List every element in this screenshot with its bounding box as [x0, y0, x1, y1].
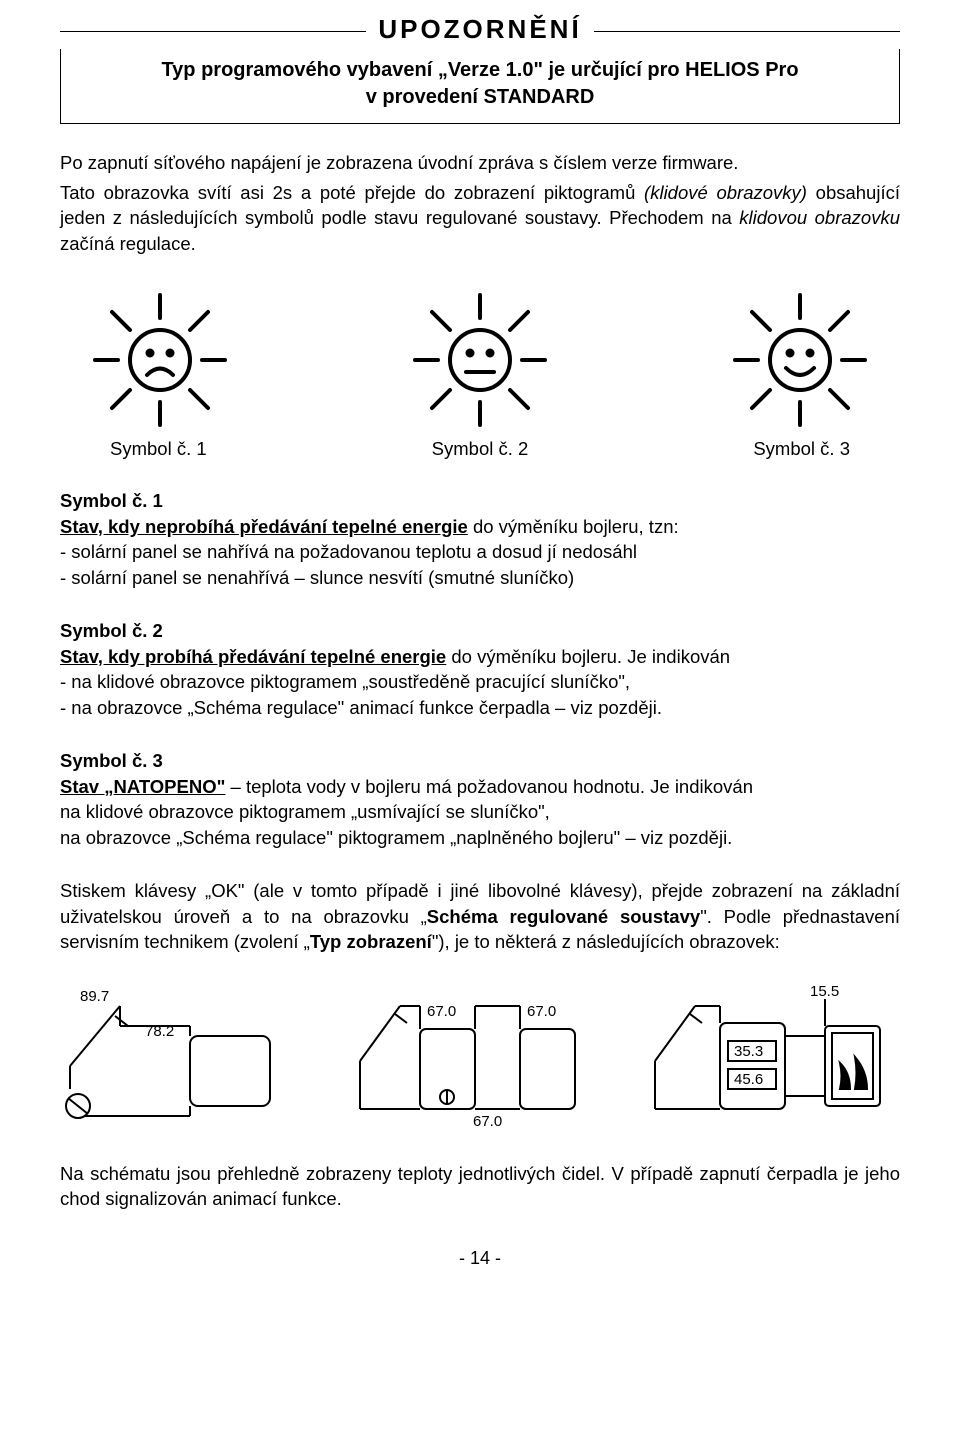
section-symbol-1: Symbol č. 1 Stav, kdy neprobíhá předáván… — [60, 488, 900, 590]
page-number: - 14 - — [60, 1248, 900, 1269]
s1-u: Stav, kdy neprobíhá předávání tepelné en… — [60, 516, 468, 537]
intro-p2c: začíná regulace. — [60, 233, 196, 254]
notice-title: UPOZORNĚNÍ — [366, 14, 593, 45]
schema-c-v3: 45.6 — [734, 1071, 763, 1088]
s3-head: Symbol č. 3 — [60, 748, 900, 774]
ok-b2: Typ zobrazení — [310, 931, 432, 952]
intro-p2a: Tato obrazovka svítí asi 2s a poté přejd… — [60, 182, 644, 203]
closing-text: Na schématu jsou přehledně zobrazeny tep… — [60, 1161, 900, 1212]
symbol-labels-row: Symbol č. 1 Symbol č. 2 Symbol č. 3 — [110, 438, 850, 460]
notice-line1: Typ programového vybavení „Verze 1.0" je… — [77, 57, 883, 84]
schema-a-v1: 89.7 — [80, 988, 109, 1005]
s2-head: Symbol č. 2 — [60, 618, 900, 644]
s2-b1: - na klidové obrazovce piktogramem „sous… — [60, 669, 900, 695]
schema-b-v1: 67.0 — [427, 1003, 456, 1020]
s3-l2: na obrazovce „Schéma regulace" piktogram… — [60, 825, 900, 851]
intro-p2-i1: (klidové obrazovky) — [644, 182, 807, 203]
notice-line2: v provedení STANDARD — [77, 84, 883, 111]
schema-b-v3: 67.0 — [473, 1113, 502, 1130]
intro-p1: Po zapnutí síťového napájení je zobrazen… — [60, 150, 900, 176]
s2-u: Stav, kdy probíhá předávání tepelné ener… — [60, 646, 446, 667]
s1-b1: - solární panel se nahřívá na požadovano… — [60, 539, 900, 565]
s1-line: Stav, kdy neprobíhá předávání tepelné en… — [60, 514, 900, 540]
sun-happy-icon — [730, 290, 870, 430]
s1-b2: - solární panel se nenahřívá – slunce ne… — [60, 565, 900, 591]
symbol-label-3: Symbol č. 3 — [753, 438, 850, 460]
s2-b2: - na obrazovce „Schéma regulace" animací… — [60, 695, 900, 721]
schema-b-icon: 67.0 67.0 67.0 — [355, 981, 605, 1131]
s2-line: Stav, kdy probíhá předávání tepelné ener… — [60, 644, 900, 670]
schema-c-icon: 15.5 35.3 45.6 — [650, 981, 900, 1131]
s3-u: Stav „NATOPENO" — [60, 776, 225, 797]
s3-line: Stav „NATOPENO" – teplota vody v bojleru… — [60, 774, 900, 800]
notice-title-row: UPOZORNĚNÍ — [60, 14, 900, 49]
schema-c-v2: 35.3 — [734, 1043, 763, 1060]
s3-l1: na klidové obrazovce piktogramem „usmíva… — [60, 799, 900, 825]
sun-neutral-icon — [410, 290, 550, 430]
symbol-label-2: Symbol č. 2 — [432, 438, 529, 460]
symbol-label-1: Symbol č. 1 — [110, 438, 207, 460]
s3-rest: – teplota vody v bojleru má požadovanou … — [225, 776, 753, 797]
schemas-row: 89.7 78.2 67.0 67.0 67.0 — [60, 981, 900, 1131]
s1-head: Symbol č. 1 — [60, 488, 900, 514]
symbols-row — [90, 290, 870, 430]
ok-paragraph: Stiskem klávesy „OK" (ale v tomto případ… — [60, 878, 900, 955]
schema-a-icon: 89.7 78.2 — [60, 981, 310, 1131]
section-symbol-3: Symbol č. 3 Stav „NATOPENO" – teplota vo… — [60, 748, 900, 850]
s1-rest: do výměníku bojleru, tzn: — [468, 516, 679, 537]
section-symbol-2: Symbol č. 2 Stav, kdy probíhá předávání … — [60, 618, 900, 720]
s2-rest: do výměníku bojleru. Je indikován — [446, 646, 730, 667]
sun-sad-icon — [90, 290, 230, 430]
ok-b1: Schéma regulované soustavy — [427, 906, 700, 927]
ok-t3: "), je to některá z následujících obrazo… — [432, 931, 780, 952]
notice-box: Typ programového vybavení „Verze 1.0" je… — [60, 49, 900, 124]
document-page: UPOZORNĚNÍ Typ programového vybavení „Ve… — [0, 0, 960, 1309]
intro-p2: Tato obrazovka svítí asi 2s a poté přejd… — [60, 180, 900, 257]
schema-c-v1: 15.5 — [810, 983, 839, 1000]
rule-left — [60, 31, 366, 32]
schema-b-v2: 67.0 — [527, 1003, 556, 1020]
rule-right — [594, 31, 900, 32]
intro-p2-i2: klidovou obrazovku — [739, 207, 900, 228]
